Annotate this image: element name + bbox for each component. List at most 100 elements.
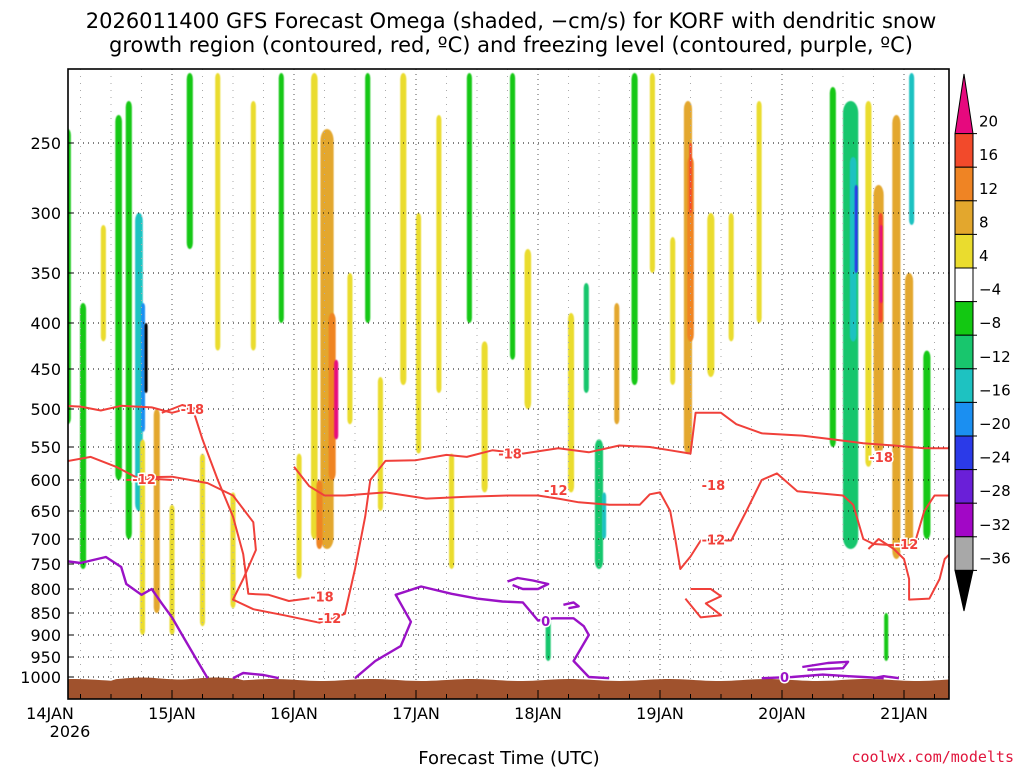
dgz-contour-label: -12 — [895, 538, 919, 553]
dgz-contour-label: -18 — [310, 591, 334, 606]
omega-cell — [311, 73, 318, 539]
y-tick-label: 750 — [30, 555, 61, 574]
y-tick-label: 600 — [30, 471, 61, 490]
freezing-contour — [68, 555, 209, 679]
colorbar: 20 16 12 8 4 −4 −8 −12 −16 −20 −24 −28 −32 −36 — [954, 73, 1011, 612]
dgz-contour-label: -18 — [498, 447, 522, 462]
omega-cell — [144, 323, 148, 393]
dgz-contour-label: -12 — [702, 534, 726, 549]
x-tick-label: 16JAN — [270, 704, 318, 723]
colorbar-label: 4 — [979, 247, 989, 265]
omega-cell — [879, 225, 883, 303]
omega-cell — [854, 185, 858, 273]
y-tick-label: 350 — [30, 264, 61, 283]
colorbar-bin — [954, 166, 974, 202]
freezing-contour — [761, 673, 884, 680]
omega-cell — [707, 213, 715, 377]
omega-cell — [510, 73, 516, 360]
colorbar-bin — [954, 133, 974, 168]
dgz-contour — [684, 588, 722, 619]
freezing-contour — [802, 660, 850, 671]
colorbar-bin — [954, 301, 974, 336]
omega-cell — [909, 73, 915, 225]
omega-cell — [278, 73, 284, 323]
colorbar-label: −12 — [979, 348, 1011, 366]
omega-cell — [215, 73, 221, 351]
dgz-contour-label: -12 — [318, 612, 342, 627]
omega-cell — [140, 303, 146, 432]
colorbar-label: 12 — [979, 180, 998, 198]
freezing-contour — [232, 671, 280, 680]
gridlines — [68, 69, 949, 699]
omega-cell — [905, 273, 914, 549]
dgz-contour-label: -12 — [544, 484, 568, 499]
omega-cell — [466, 73, 472, 323]
plot-frame — [67, 68, 950, 700]
omega-cell — [328, 313, 336, 480]
omega-cell — [100, 225, 106, 342]
omega-cell — [186, 73, 193, 249]
x-tick-label: 21JAN — [880, 704, 928, 723]
omega-cell — [670, 237, 676, 385]
contour-labels: -18 -18 -18 -18 -18 -12 -12 -12 -12 -12 0 0 — [131, 401, 920, 687]
freezing-contour — [354, 585, 610, 680]
dgz-contour-label: -12 — [132, 473, 156, 488]
ground-band — [68, 677, 949, 699]
plot-background — [68, 69, 949, 699]
omega-cell — [481, 341, 488, 493]
y-tick-label: 450 — [30, 360, 61, 379]
freezing-contour — [563, 601, 580, 610]
x-axis: 14JAN 15JAN 16JAN 17JAN 18JAN 19JAN 20JAN 21JAN — [26, 690, 935, 723]
omega-cell — [567, 313, 575, 493]
omega-cell — [923, 350, 931, 539]
omega-shading — [68, 73, 931, 661]
dgz-contour — [867, 538, 949, 601]
dgz-contour — [161, 404, 198, 414]
freezing-contour-label: 0 — [780, 671, 789, 686]
freezing-contour — [507, 576, 550, 591]
colorbar-label: −24 — [979, 449, 1011, 467]
y-tick-label: 900 — [30, 626, 61, 645]
colorbar-bin — [954, 435, 974, 471]
colorbar-label: −16 — [979, 381, 1011, 399]
colorbar-label: −8 — [979, 314, 1001, 332]
x-tick-label: 19JAN — [636, 704, 684, 723]
colorbar-bin — [954, 401, 974, 437]
y-tick-label: 300 — [30, 204, 61, 223]
dgz-contours — [68, 404, 949, 624]
y-tick-label: 550 — [30, 438, 61, 457]
omega-cell — [728, 213, 734, 342]
omega-cell — [631, 73, 638, 385]
freezing-contour — [873, 675, 900, 680]
omega-cell — [115, 115, 122, 480]
omega-cell — [400, 73, 407, 385]
colorbar-label: −4 — [979, 281, 1001, 299]
colorbar-triangle-top — [954, 73, 974, 135]
colorbar-triangle-bottom — [954, 569, 974, 612]
omega-cell — [316, 480, 323, 549]
y-tick-label: 1000 — [20, 668, 61, 687]
y-tick-label: 250 — [30, 134, 61, 153]
omega-cell — [365, 73, 371, 323]
freezing-contour-label: 0 — [541, 615, 550, 630]
x-tick-label: 14JAN — [26, 704, 74, 723]
omega-cell — [347, 273, 353, 425]
colorbar-bin — [954, 469, 974, 504]
omega-cell — [125, 101, 132, 539]
y-tick-label: 800 — [30, 580, 61, 599]
colorbar-label: 20 — [979, 113, 998, 131]
x-tick-label: 18JAN — [514, 704, 562, 723]
credit-text: coolwx.com/modelts — [851, 748, 1014, 766]
omega-cell — [436, 115, 442, 393]
colorbar-bin — [954, 200, 974, 235]
omega-cell — [829, 87, 836, 447]
colorbar-bin — [954, 334, 974, 370]
omega-cell — [583, 283, 589, 393]
omega-cell — [892, 115, 901, 559]
omega-cell — [135, 213, 143, 511]
omega-cell — [687, 157, 694, 342]
omega-cell — [334, 359, 339, 440]
omega-cell — [614, 303, 620, 425]
omega-cell — [756, 101, 762, 323]
